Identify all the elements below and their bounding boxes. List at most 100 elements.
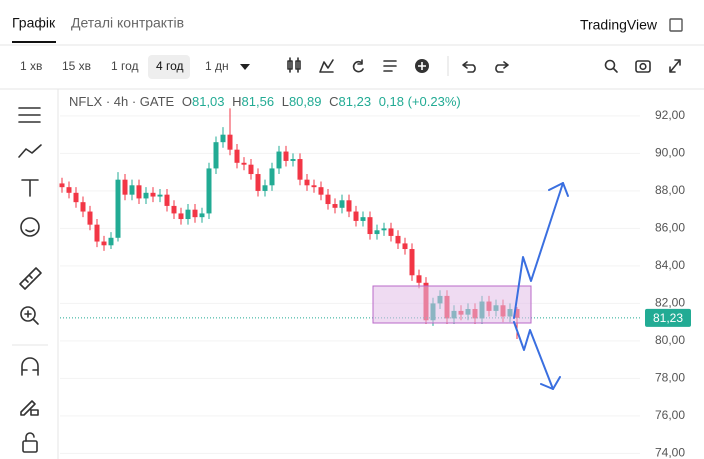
candle-body <box>416 275 422 283</box>
candle-body <box>276 151 282 169</box>
toolbar-icons <box>287 56 681 76</box>
interval[interactable]: 1 год <box>111 59 139 73</box>
dropdown-icon[interactable] <box>240 64 250 70</box>
interval[interactable]: 4 год <box>156 59 184 73</box>
candle-body <box>227 134 233 150</box>
candle-body <box>136 185 142 199</box>
y-tick-label: 86,00 <box>655 221 685 235</box>
tab-underline <box>12 41 56 43</box>
candle-body <box>304 179 310 186</box>
ohlc-key: L <box>282 94 289 109</box>
candle-body <box>199 213 205 218</box>
candle-body <box>311 185 317 188</box>
candle-body <box>192 209 198 218</box>
lock-draw-tool[interactable] <box>20 400 39 416</box>
interval[interactable]: 1 хв <box>20 59 42 73</box>
candle-body <box>87 211 93 225</box>
arrows[interactable] <box>513 182 569 390</box>
tab-chart[interactable]: Графік <box>12 15 56 31</box>
candle-body <box>80 202 86 212</box>
y-tick-label: 78,00 <box>655 371 685 385</box>
candle-body <box>353 211 359 221</box>
candle-body <box>374 230 380 235</box>
candle-body <box>150 192 156 197</box>
up-arrow[interactable] <box>513 182 564 319</box>
candle-body <box>94 224 100 242</box>
candle-body <box>178 213 184 220</box>
symbol: NFLX · 4h · GATE <box>69 94 175 109</box>
range-box[interactable] <box>372 285 532 324</box>
ohlc-value: 81,56 <box>242 94 275 109</box>
search-icon[interactable] <box>604 59 618 73</box>
redo-icon[interactable] <box>495 61 509 73</box>
down-arrow[interactable] <box>513 321 554 390</box>
camera-icon[interactable] <box>635 60 651 73</box>
candles-icon[interactable] <box>287 57 301 73</box>
interval[interactable]: 1 дн <box>205 59 229 73</box>
ohlc-key: C <box>329 94 338 109</box>
candle-body <box>290 159 296 161</box>
replay-icon[interactable] <box>352 59 364 73</box>
candle-body <box>157 194 163 197</box>
candle-body <box>297 159 303 180</box>
candle-body <box>395 235 401 244</box>
y-tick-label: 84,00 <box>655 258 685 272</box>
candle-body <box>143 192 149 199</box>
candle-body <box>164 194 170 206</box>
interval[interactable]: 15 хв <box>62 59 91 73</box>
last-price-box <box>645 308 691 327</box>
candle-body <box>234 149 240 163</box>
candle-body <box>339 200 345 208</box>
candle-body <box>332 204 338 208</box>
lines-tool[interactable] <box>18 107 41 123</box>
candle-body <box>213 142 219 169</box>
ohlc-value: 81,23 <box>339 94 372 109</box>
ruler-tool[interactable] <box>19 267 42 290</box>
magnet-tool[interactable] <box>21 357 39 376</box>
add-icon-plus <box>418 62 426 70</box>
tab-details[interactable]: Деталі контрактів <box>71 15 184 31</box>
checkbox[interactable] <box>669 18 683 32</box>
change: 0,18 (+0.23%) <box>379 94 461 109</box>
trend-tool[interactable] <box>18 144 42 158</box>
candle-body <box>115 179 121 238</box>
fullscreen-icon[interactable] <box>669 59 681 73</box>
y-tick-label: 74,00 <box>655 446 685 459</box>
candle-body <box>108 237 114 246</box>
candle-body <box>402 243 408 250</box>
candle-body <box>346 200 352 212</box>
legend: NFLX · 4h · GATE O81,03 H81,56 L80,89 C8… <box>69 94 461 109</box>
zoom-tool[interactable] <box>20 306 39 325</box>
indicators-icon[interactable] <box>319 59 334 73</box>
candle-body <box>185 209 191 220</box>
ohlc-key: O <box>182 94 192 109</box>
y-tick-label: 80,00 <box>655 333 685 347</box>
plot: 92,00 90,00 88,00 86,00 84,00 82,00 80,00 78,00… <box>59 108 691 459</box>
text-tool[interactable] <box>21 179 39 197</box>
lock-tool[interactable] <box>22 432 38 453</box>
last-price-label: 81,23 <box>653 311 683 325</box>
undo-icon[interactable] <box>462 61 476 73</box>
candle-body <box>129 185 135 195</box>
ohlc-value: 80,89 <box>289 94 322 109</box>
candle-body <box>206 168 212 214</box>
candle-body <box>220 134 226 143</box>
y-tick-label: 90,00 <box>655 146 685 160</box>
candle-body <box>122 179 128 195</box>
y-tick-label: 92,00 <box>655 108 685 122</box>
candle-body <box>241 162 247 165</box>
candle-body <box>101 241 107 246</box>
candle-body <box>171 205 177 214</box>
up-arrowhead <box>548 182 569 197</box>
candle-body <box>409 249 415 276</box>
ohlc-key: H <box>232 94 241 109</box>
y-tick-label: 82,00 <box>655 296 685 310</box>
candle-body <box>262 185 268 191</box>
interval-active-bg <box>148 55 190 79</box>
alert-icon[interactable] <box>383 60 397 72</box>
candle-body <box>325 194 331 205</box>
emoji-tool[interactable] <box>20 217 40 237</box>
drawing-tools <box>12 107 48 453</box>
